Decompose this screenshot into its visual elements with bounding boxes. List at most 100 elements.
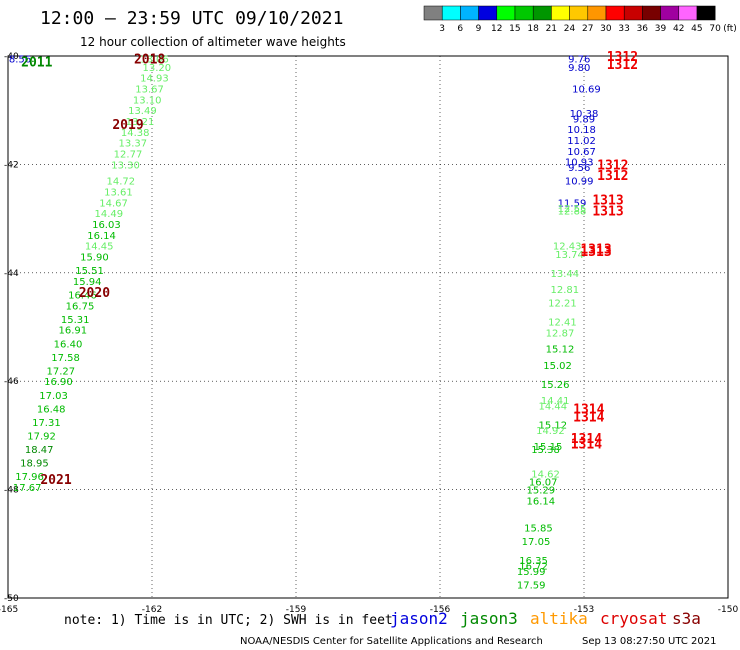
footer-source: NOAA/NESDIS Center for Satellite Applica…	[240, 636, 543, 647]
colorbar-label: 30	[600, 24, 612, 34]
colorbar-label: 3	[439, 24, 445, 34]
satellite-legend-cryosat: cryosat	[600, 609, 667, 628]
swh-value-label: 10.18	[567, 125, 596, 136]
time-label: 2019	[112, 118, 143, 133]
swh-value-label: 10.38	[570, 109, 599, 120]
swh-value-label: 13.74	[555, 250, 584, 261]
swh-value-label: 10.99	[565, 177, 594, 188]
swh-value-label: 13.20	[142, 63, 171, 74]
swh-value-label: 9.76	[568, 55, 590, 66]
swh-value-label: 13.37	[118, 139, 147, 150]
swh-value-label: 13.49	[128, 106, 157, 117]
swh-value-label: 17.05	[522, 537, 551, 548]
swh-value-label: 14.93	[140, 74, 169, 85]
colorbar-swatch	[514, 5, 534, 21]
colorbar-swatch	[605, 5, 625, 21]
time-label: 1314	[571, 438, 602, 453]
swh-value-label: 16.46	[68, 290, 97, 301]
colorbar-label: 33	[618, 24, 629, 34]
swh-value-label: 14.45	[85, 242, 114, 253]
colorbar-swatch	[569, 5, 589, 21]
time-label: 1312	[607, 58, 638, 73]
swh-value-label: 14.49	[94, 209, 123, 220]
time-label: 1314	[573, 410, 604, 425]
swh-value-label: 13.44	[550, 269, 579, 280]
y-tick-label: -42	[4, 160, 19, 170]
swh-value-label: 16.03	[92, 220, 121, 231]
swh-value-label: 15.85	[524, 524, 553, 535]
time-label: 1314	[573, 402, 604, 417]
swh-value-label: 17.27	[46, 366, 75, 377]
colorbar-unit: (ft)	[723, 24, 737, 34]
swh-value-label: 15.12	[546, 345, 575, 356]
swh-value-label: 11.02	[567, 136, 596, 147]
time-label: 1313	[580, 245, 611, 260]
swh-value-label: 16.14	[87, 231, 116, 242]
swh-value-label: 11.59	[558, 198, 587, 209]
time-label: 1314	[571, 432, 602, 447]
colorbar-label: 45	[691, 24, 702, 34]
satellite-legend: jason2 jason3 altika cryosat s3a	[390, 609, 701, 628]
colorbar-label: 42	[673, 24, 684, 34]
swh-value-label: 18.95	[20, 459, 49, 470]
swh-value-label: 17.67	[13, 483, 42, 494]
swh-value-label: 14.38	[121, 128, 150, 139]
swh-value-label: 14.44	[538, 402, 567, 413]
swh-value-label: 17.31	[32, 418, 61, 429]
swh-value-label: 12.87	[546, 328, 575, 339]
colorbar-swatch	[696, 5, 716, 21]
swh-value-label: 13.61	[104, 188, 133, 199]
swh-value-label: 9.56	[568, 163, 590, 174]
time-label: 2021	[40, 473, 71, 488]
swh-value-label: 12.88	[558, 206, 587, 217]
colorbar-swatch	[678, 5, 698, 21]
y-tick-label: -50	[4, 594, 19, 604]
swh-value-label: 15.15	[534, 442, 563, 453]
axis-tick-labels: -165 -162 -159 -156 -153 -150 -40 -42 -44 -46 -48 -…	[0, 52, 738, 615]
swh-value-label: 10.69	[572, 85, 601, 96]
swh-value-label: 13.21	[126, 117, 155, 128]
swh-value-label: 14.92	[536, 426, 565, 437]
colorbar-swatch	[623, 5, 643, 21]
swh-value-label: 16.40	[54, 339, 83, 350]
colorbar-label: 27	[582, 24, 593, 34]
colorbar-swatch	[660, 5, 680, 21]
swh-value-label: 10.93	[565, 158, 594, 169]
x-tick-label: -153	[574, 605, 594, 615]
swh-value-label: 18.47	[25, 445, 54, 456]
swh-value-label: 12.81	[550, 285, 579, 296]
colorbar-swatch	[478, 5, 498, 21]
swh-value-label: 17.03	[39, 391, 68, 402]
swh-value-label: 13.06	[140, 55, 169, 66]
swh-value-label: 15.12	[538, 421, 567, 432]
time-label: 2011	[21, 55, 52, 70]
colorbar-swatch	[551, 5, 570, 21]
swh-value-label: 16.91	[58, 326, 87, 337]
time-label: 1312	[597, 169, 628, 184]
satellite-legend-altika: altika	[530, 609, 588, 628]
colorbar-swatch	[587, 5, 607, 21]
time-label: 1312	[597, 158, 628, 173]
plot-frame	[7, 55, 729, 599]
chart-title: 12:00 – 23:59 UTC 09/10/2021	[40, 8, 343, 29]
colorbar-legend: 3 6 9 12 15 18 21 24 27 30 33 36 39 42 45 70 (ft)	[423, 5, 737, 34]
swh-value-label: 13.10	[133, 95, 162, 106]
colorbar-swatch	[423, 5, 443, 21]
time-label: 2020	[79, 286, 110, 301]
swh-value-label: 12.77	[114, 150, 143, 161]
swh-value-label: 16.75	[66, 301, 95, 312]
time-label: 1313	[592, 194, 623, 209]
swh-value-label: 16.14	[526, 496, 555, 507]
swh-value-label: 17.58	[51, 353, 80, 364]
colorbar-swatch	[460, 5, 479, 21]
x-tick-label: -162	[142, 605, 162, 615]
swh-value-label: 14.62	[531, 469, 560, 480]
x-tick-label: -156	[430, 605, 451, 615]
colorbar-swatch	[496, 5, 516, 21]
colorbar-label: 21	[546, 24, 557, 34]
swh-value-label: 15.51	[75, 266, 104, 277]
swh-value-label: 16.07	[529, 477, 558, 488]
swh-value-label: 17.92	[27, 431, 56, 442]
time-label: 1313	[592, 204, 623, 219]
